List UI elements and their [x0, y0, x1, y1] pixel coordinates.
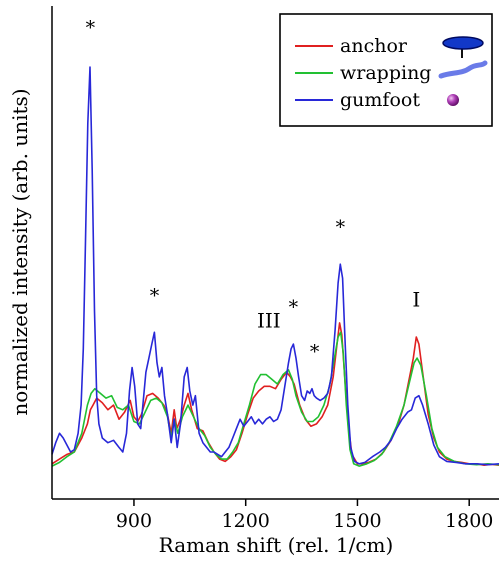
wrapping-silk-icon — [438, 60, 488, 79]
legend: anchor wrapping gumfoot — [279, 13, 493, 127]
x-tick-label: 1800 — [445, 510, 493, 532]
peak-marker: * — [150, 285, 160, 307]
legend-box — [279, 13, 493, 127]
x-axis-title: Raman shift (rel. 1/cm) — [159, 533, 394, 557]
series-line-gumfoot — [51, 66, 499, 466]
peak-marker: * — [336, 217, 346, 239]
anchor-disc-icon — [442, 36, 484, 58]
peak-marker: * — [86, 17, 96, 39]
legend-label-anchor: anchor — [340, 35, 408, 57]
series-line-wrapping — [51, 331, 499, 467]
y-axis-title: normalized intensity (arb. units) — [8, 88, 32, 415]
x-tick-label: 900 — [116, 510, 152, 532]
series-layer — [51, 66, 499, 467]
legend-label-wrapping: wrapping — [340, 62, 431, 84]
gumfoot-drop-icon — [447, 94, 459, 106]
peak-marker: * — [310, 341, 320, 363]
x-tick-layer: 900 1200 1500 1800 — [116, 499, 493, 532]
legend-label-gumfoot: gumfoot — [340, 89, 420, 111]
plot-area: * * III * * * I 900 1200 1500 1800 — [51, 6, 499, 532]
x-tick-label: 1200 — [222, 510, 270, 532]
band-label: I — [412, 287, 420, 311]
peak-marker: * — [289, 297, 299, 319]
band-label: III — [257, 309, 281, 333]
series-line-anchor — [51, 322, 499, 466]
annotation-layer: * * III * * * I — [86, 17, 421, 363]
x-tick-label: 1500 — [333, 510, 381, 532]
